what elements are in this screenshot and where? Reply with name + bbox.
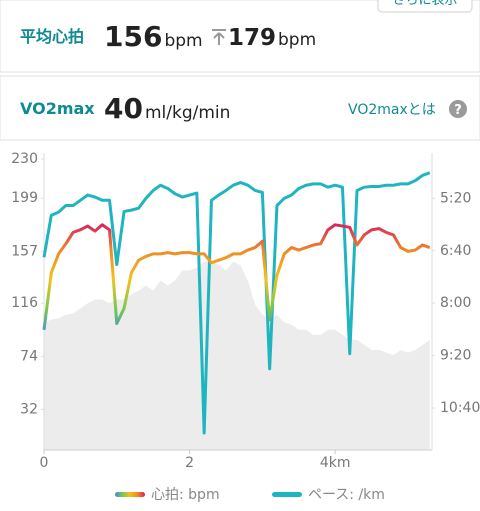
vo2: 40 ml/kg/min <box>104 92 230 125</box>
x-tick-label: 0 <box>40 455 49 471</box>
chart: 32 74 116 157 199 230 5:20 6:40 8:00 9:20 10:40 0 2 4… <box>11 151 480 503</box>
avg-hr-unit: bpm <box>164 31 202 51</box>
y-tick-label: 230 <box>11 151 38 167</box>
vo2-card <box>0 75 480 141</box>
avg-hr: 156 bpm <box>104 20 203 53</box>
elevation-area <box>44 260 430 450</box>
legend-swatch <box>115 492 145 497</box>
y-tick-label: 199 <box>11 190 38 206</box>
max-hr-unit: bpm <box>278 30 316 50</box>
avg-hr-label: 平均心拍 <box>20 27 84 46</box>
y2-tick-label: 8:00 <box>440 295 471 311</box>
y2-tick-label: 10:40 <box>440 400 480 416</box>
y2-tick-label: 6:40 <box>440 243 471 259</box>
y2-tick-label: 5:20 <box>440 190 471 206</box>
max-hr-value: 179 <box>228 25 276 51</box>
y-tick-label: 32 <box>20 402 38 418</box>
y-tick-label: 116 <box>11 295 38 311</box>
help-icon[interactable] <box>449 100 467 118</box>
series-line <box>42 223 431 330</box>
max-icon <box>212 29 226 45</box>
y2-tick-label: 9:20 <box>440 348 471 364</box>
avg-hr-value: 156 <box>104 20 162 53</box>
series-line <box>42 171 431 435</box>
legend-label: ペース: /km <box>308 487 385 503</box>
legend-label: 心拍: bpm <box>151 487 220 503</box>
max-hr: 179 bpm <box>228 25 316 51</box>
vo2-unit: ml/kg/min <box>145 103 230 123</box>
help-icon-mark[interactable]: ? <box>454 103 462 118</box>
y-tick-label: 157 <box>11 243 38 259</box>
vo2-label: VO2max <box>20 99 95 118</box>
legend-swatch <box>272 492 302 497</box>
vo2-link[interactable]: VO2maxとは <box>348 102 436 118</box>
more-button-label[interactable]: さらに表示 <box>392 0 457 8</box>
vo2-value: 40 <box>104 92 143 125</box>
x-tick-label: 2 <box>185 455 194 471</box>
y-tick-label: 74 <box>20 348 38 364</box>
x-tick-label: 4km <box>320 455 351 471</box>
more-button[interactable] <box>377 0 473 13</box>
